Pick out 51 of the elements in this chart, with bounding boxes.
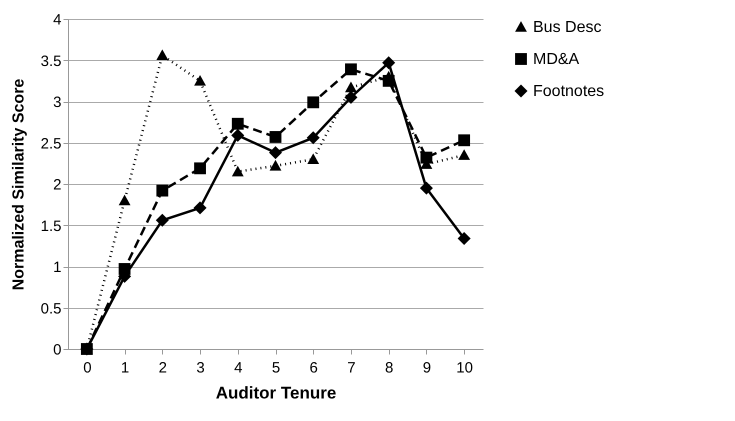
x-tick-label: 2 <box>158 360 167 376</box>
x-tick-label: 8 <box>385 360 394 376</box>
y-tick-label: 2.5 <box>40 135 62 152</box>
point <box>382 56 396 70</box>
point <box>118 194 131 206</box>
point <box>156 49 168 60</box>
point <box>382 74 395 87</box>
x-tick-label: 6 <box>310 360 318 376</box>
point <box>307 96 320 108</box>
x-tick-label: 7 <box>347 360 356 376</box>
point <box>194 162 206 174</box>
point <box>345 82 357 92</box>
point <box>420 152 432 164</box>
point <box>232 118 244 130</box>
point <box>344 90 358 104</box>
y-tick-label: 3.5 <box>40 52 62 70</box>
y-tick-label: 1 <box>53 259 62 276</box>
y-tick-label: 0 <box>53 342 62 358</box>
x-tick-label: 5 <box>272 360 280 376</box>
y-tick-label: 1.5 <box>40 218 62 235</box>
x-tick-label: 9 <box>422 360 432 376</box>
point <box>458 149 470 160</box>
point <box>420 182 433 195</box>
legend-label: Bus Desc <box>533 19 602 36</box>
point <box>194 74 206 86</box>
point <box>268 146 282 160</box>
point <box>458 134 470 146</box>
y-axis-title: Normalized Similarity Score <box>10 78 28 290</box>
point <box>306 131 320 144</box>
point <box>270 131 282 143</box>
y-tick-label: 0.5 <box>40 300 62 318</box>
point <box>345 63 357 76</box>
x-tick-label: 10 <box>456 360 473 376</box>
x-axis-title: Auditor Tenure <box>216 384 336 402</box>
point <box>232 166 244 176</box>
point <box>270 160 282 171</box>
x-tick-label: 1 <box>120 360 130 376</box>
x-tick-label: 3 <box>196 360 205 376</box>
legend-label: Footnotes <box>533 83 604 100</box>
legend-label: MD&A <box>533 51 580 68</box>
y-tick-label: 3 <box>53 94 62 111</box>
point <box>194 201 207 214</box>
x-tick-label: 0 <box>83 360 92 376</box>
point <box>156 214 169 227</box>
point <box>156 184 168 197</box>
point <box>458 232 471 245</box>
y-tick-label: 2 <box>53 176 62 194</box>
x-tick-label: 4 <box>234 360 242 376</box>
y-tick-label: 4 <box>53 12 62 28</box>
point <box>307 153 320 164</box>
point <box>231 128 244 142</box>
